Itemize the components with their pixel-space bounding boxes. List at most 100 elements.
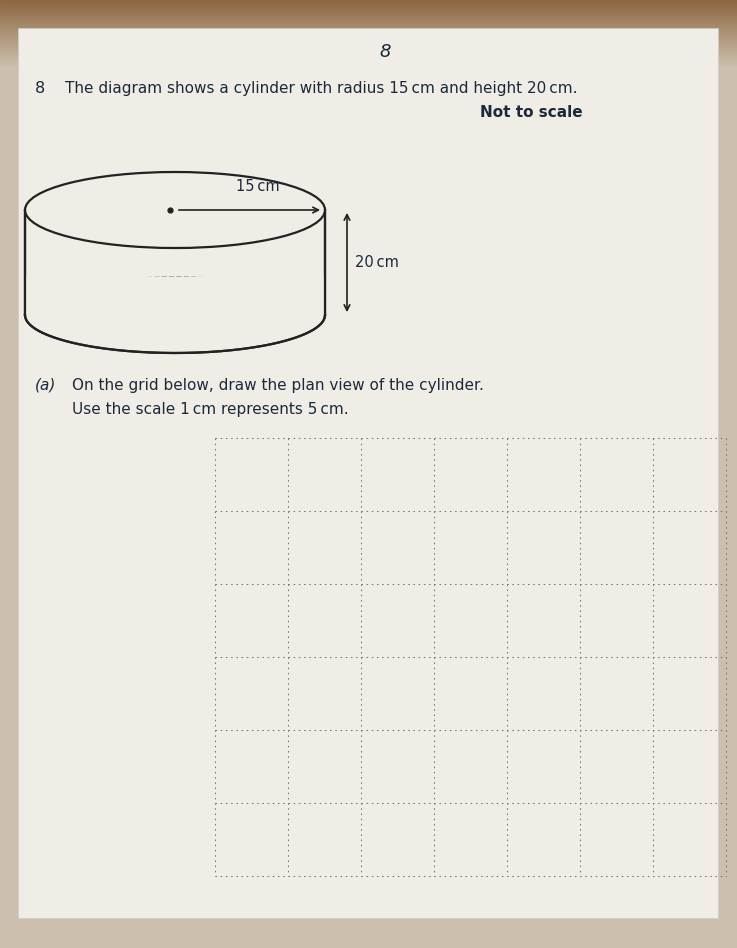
Bar	[0, 413, 737, 414]
Bar	[0, 246, 737, 247]
Bar	[0, 825, 737, 826]
Bar	[0, 56, 737, 57]
Bar	[0, 481, 737, 482]
Bar	[0, 114, 737, 115]
Bar	[0, 771, 737, 772]
Bar	[0, 602, 737, 603]
Bar	[0, 101, 737, 102]
Bar	[0, 934, 737, 935]
Bar	[0, 819, 737, 820]
Bar	[0, 214, 737, 215]
Bar	[0, 120, 737, 121]
Bar	[0, 923, 737, 924]
Bar	[0, 495, 737, 496]
Bar	[0, 578, 737, 579]
Bar	[0, 269, 737, 270]
Bar	[0, 706, 737, 707]
Bar	[0, 907, 737, 908]
Bar	[0, 381, 737, 382]
Bar	[0, 163, 737, 164]
Bar	[0, 465, 737, 466]
Bar	[0, 743, 737, 744]
Bar	[0, 618, 737, 619]
Bar	[0, 801, 737, 802]
Bar	[0, 752, 737, 753]
Bar	[0, 384, 737, 385]
Bar	[0, 699, 737, 700]
Bar	[0, 534, 737, 535]
Bar	[0, 541, 737, 542]
Bar	[0, 746, 737, 747]
Bar	[0, 577, 737, 578]
Bar	[0, 683, 737, 684]
Bar	[0, 179, 737, 180]
Bar	[0, 599, 737, 600]
Bar	[0, 875, 737, 876]
Bar	[0, 385, 737, 386]
Bar	[0, 35, 737, 36]
Bar	[0, 629, 737, 630]
Bar	[0, 826, 737, 827]
Bar	[0, 215, 737, 216]
Bar	[0, 212, 737, 213]
Bar	[0, 338, 737, 339]
Bar	[0, 83, 737, 84]
Bar	[0, 430, 737, 431]
Bar	[0, 565, 737, 566]
Bar	[0, 135, 737, 136]
Bar	[0, 236, 737, 237]
Bar	[0, 473, 737, 474]
Bar	[0, 6, 737, 7]
Bar	[0, 99, 737, 100]
Bar	[0, 664, 737, 665]
Bar	[0, 681, 737, 682]
Bar	[0, 86, 737, 87]
Text: 15 cm: 15 cm	[236, 179, 279, 194]
Bar	[0, 735, 737, 736]
Bar	[0, 849, 737, 850]
Bar	[0, 454, 737, 455]
Bar	[0, 498, 737, 499]
Bar	[0, 67, 737, 68]
Bar	[0, 561, 737, 562]
Bar	[0, 275, 737, 276]
Bar	[0, 97, 737, 98]
Bar	[0, 713, 737, 714]
Bar	[0, 20, 737, 21]
Bar	[0, 543, 737, 544]
Bar	[0, 401, 737, 402]
Bar	[0, 68, 737, 69]
Bar	[0, 147, 737, 148]
Bar	[0, 72, 737, 73]
Bar	[0, 660, 737, 661]
Bar	[0, 339, 737, 340]
Bar	[0, 151, 737, 152]
Bar	[0, 493, 737, 494]
Bar	[0, 250, 737, 251]
Bar	[0, 143, 737, 144]
Bar	[0, 240, 737, 241]
Bar	[0, 126, 737, 127]
Bar	[0, 876, 737, 877]
Bar	[0, 231, 737, 232]
Bar	[0, 621, 737, 622]
Bar	[0, 792, 737, 793]
Bar	[0, 693, 737, 694]
Bar	[0, 776, 737, 777]
Bar	[0, 665, 737, 666]
Bar	[0, 617, 737, 618]
Bar	[0, 422, 737, 423]
Bar	[0, 3, 737, 4]
Bar	[0, 853, 737, 854]
Bar	[0, 640, 737, 641]
Bar	[0, 0, 737, 1]
Bar	[0, 748, 737, 749]
Bar	[0, 220, 737, 221]
Bar	[0, 940, 737, 941]
Bar	[0, 685, 737, 686]
Bar	[0, 450, 737, 451]
Bar	[0, 395, 737, 396]
Bar	[0, 457, 737, 458]
Bar	[0, 455, 737, 456]
Bar	[0, 12, 737, 13]
